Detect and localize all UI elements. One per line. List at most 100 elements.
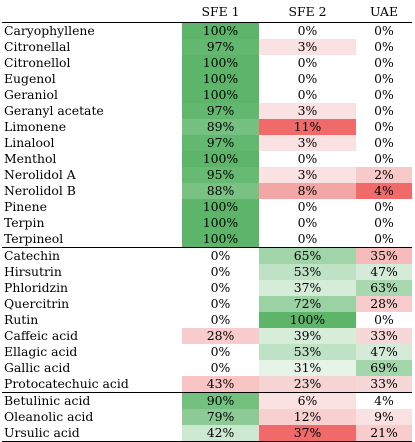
- cell-sfe1: 100%: [182, 71, 259, 87]
- cell-uae: 0%: [356, 231, 412, 248]
- compound-name: Linalool: [4, 135, 55, 150]
- cell-sfe2: 0%: [259, 87, 356, 103]
- cell-uae: 0%: [356, 22, 412, 39]
- cell-sfe2: 0%: [259, 231, 356, 248]
- table-row: Caryophyllene 100% 0% 0%: [2, 22, 412, 39]
- compound-name: Geranyl acetate: [4, 103, 104, 118]
- cell-uae: 9%: [356, 409, 412, 425]
- table-row: Terpineol 100% 0% 0%: [2, 231, 412, 248]
- table-row: Phloridzin 0% 37% 63%: [2, 280, 412, 296]
- cell-sfe2: 0%: [259, 151, 356, 167]
- cell-sfe2: 37%: [259, 280, 356, 296]
- table-row: Protocatechuic acid 43% 23% 33%: [2, 376, 412, 393]
- compound-name: Phloridzin: [4, 280, 69, 295]
- cell-sfe1: 0%: [182, 312, 259, 328]
- table-row: Betulinic acid 90% 6% 4%: [2, 392, 412, 409]
- table-row: Citronellol 100% 0% 0%: [2, 55, 412, 71]
- compound-name: Terpin: [4, 215, 45, 230]
- cell-sfe2: 53%: [259, 344, 356, 360]
- cell-uae: 0%: [356, 199, 412, 215]
- cell-sfe1: 100%: [182, 55, 259, 71]
- cell-uae: 0%: [356, 151, 412, 167]
- compound-name: Catechin: [2, 247, 182, 264]
- cell-sfe1: 90%: [182, 392, 259, 409]
- cell-uae: 47%: [356, 344, 412, 360]
- cell-uae: 0%: [356, 87, 412, 103]
- table-row: Eugenol 100% 0% 0%: [2, 71, 412, 87]
- compound-name: Hirsutrin: [4, 264, 62, 279]
- compound-name: Eugenol: [4, 71, 56, 86]
- cell-sfe2: 37%: [259, 425, 356, 442]
- header-uae: UAE: [369, 4, 399, 19]
- cell-sfe1: 0%: [182, 247, 259, 264]
- header-sfe2: SFE 2: [288, 4, 327, 19]
- cell-sfe2: 3%: [259, 39, 356, 55]
- cell-sfe1: 89%: [182, 119, 259, 135]
- compound-name: Pinene: [4, 199, 47, 214]
- cell-uae: 2%: [356, 167, 412, 183]
- table-row: Pinene 100% 0% 0%: [2, 199, 412, 215]
- cell-sfe1: 100%: [182, 231, 259, 248]
- cell-sfe2: 39%: [259, 328, 356, 344]
- compound-name: Protocatechuic acid: [4, 376, 129, 391]
- cell-sfe1: 42%: [182, 425, 259, 442]
- table-row: Quercitrin 0% 72% 28%: [2, 296, 412, 312]
- cell-sfe2: 6%: [259, 392, 356, 409]
- cell-sfe2: 8%: [259, 183, 356, 199]
- cell-sfe1: 0%: [182, 280, 259, 296]
- cell-sfe1: 0%: [182, 360, 259, 376]
- cell-sfe2: 3%: [259, 167, 356, 183]
- table-body: Caryophyllene 100% 0% 0% Citronellal 97% 3% 0% C…: [2, 22, 412, 442]
- compound-name: Geraniol: [4, 87, 58, 102]
- cell-sfe1: 0%: [182, 344, 259, 360]
- table-row: Terpin 100% 0% 0%: [2, 215, 412, 231]
- cell-sfe1: 100%: [182, 151, 259, 167]
- compound-name: Gallic acid: [4, 360, 71, 375]
- compound-name: Nerolidol B: [4, 183, 76, 198]
- cell-uae: 69%: [356, 360, 412, 376]
- compound-name: Ursulic acid: [2, 425, 182, 442]
- cell-sfe1: 43%: [182, 376, 259, 393]
- cell-uae: 4%: [356, 392, 412, 409]
- cell-sfe2: 53%: [259, 264, 356, 280]
- cell-uae: 0%: [356, 39, 412, 55]
- cell-sfe1: 0%: [182, 296, 259, 312]
- cell-sfe1: 97%: [182, 135, 259, 151]
- cell-sfe2: 31%: [259, 360, 356, 376]
- cell-uae: 0%: [356, 71, 412, 87]
- table-row: Hirsutrin 0% 53% 47%: [2, 264, 412, 280]
- table-row: Nerolidol A 95% 3% 2%: [2, 167, 412, 183]
- table-row: Ellagic acid 0% 53% 47%: [2, 344, 412, 360]
- table-row: Gallic acid 0% 31% 69%: [2, 360, 412, 376]
- compound-name: Caryophyllene: [4, 23, 95, 38]
- cell-sfe2: 23%: [259, 376, 356, 393]
- cell-sfe1: 100%: [182, 87, 259, 103]
- table-row: Nerolidol B 88% 8% 4%: [2, 183, 412, 199]
- table-row: Catechin 0% 65% 35%: [2, 247, 412, 264]
- cell-uae: 0%: [356, 215, 412, 231]
- table-row: Rutin 0% 100% 0%: [2, 312, 412, 328]
- cell-sfe1: 97%: [182, 103, 259, 119]
- table-row: Caffeic acid 28% 39% 33%: [2, 328, 412, 344]
- cell-sfe1: 97%: [182, 39, 259, 55]
- table-row: Ursulic acid 42% 37% 21%: [2, 425, 412, 442]
- table-row: Limonene 89% 11% 0%: [2, 119, 412, 135]
- compound-name: Citronellal: [4, 39, 71, 54]
- cell-uae: 0%: [356, 135, 412, 151]
- cell-uae: 21%: [356, 425, 412, 442]
- cell-sfe2: 100%: [259, 312, 356, 328]
- compound-name: Nerolidol A: [4, 167, 76, 182]
- cell-sfe2: 0%: [259, 55, 356, 71]
- cell-sfe1: 79%: [182, 409, 259, 425]
- compound-name: Oleanolic acid: [4, 409, 94, 424]
- header-sfe1: SFE 1: [201, 4, 240, 19]
- cell-sfe2: 65%: [259, 247, 356, 264]
- cell-sfe1: 95%: [182, 167, 259, 183]
- cell-uae: 0%: [356, 312, 412, 328]
- cell-uae: 0%: [356, 55, 412, 71]
- cell-uae: 0%: [356, 119, 412, 135]
- compound-name: Limonene: [4, 119, 67, 134]
- cell-sfe2: 3%: [259, 135, 356, 151]
- cell-sfe1: 100%: [182, 215, 259, 231]
